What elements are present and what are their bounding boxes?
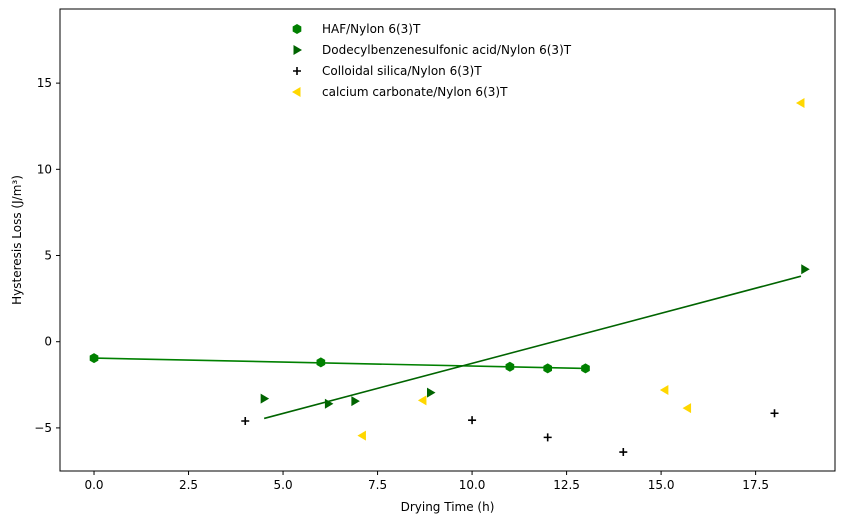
x-tick-label: 7.5 bbox=[368, 478, 387, 492]
data-point bbox=[357, 430, 366, 441]
data-points bbox=[89, 97, 810, 457]
x-tick-label: 12.5 bbox=[553, 478, 580, 492]
legend-item: calcium carbonate/Nylon 6(3)T bbox=[292, 85, 508, 99]
y-tick-label: 10 bbox=[37, 162, 52, 176]
data-point bbox=[801, 264, 810, 275]
data-point bbox=[316, 357, 326, 368]
legend: HAF/Nylon 6(3)T Dodecylbenzenesulfonic ac… bbox=[292, 22, 572, 99]
legend-label: HAF/Nylon 6(3)T bbox=[322, 22, 421, 36]
data-point bbox=[260, 393, 270, 404]
y-tick-label: 15 bbox=[37, 76, 52, 90]
legend-label: Colloidal silica/Nylon 6(3)T bbox=[322, 64, 482, 78]
data-point bbox=[324, 398, 334, 409]
y-tick-label: −5 bbox=[34, 421, 52, 435]
y-tick-label: 5 bbox=[44, 249, 52, 263]
data-point bbox=[351, 396, 360, 407]
data-point bbox=[682, 403, 692, 414]
x-tick-label: 2.5 bbox=[179, 478, 198, 492]
data-point bbox=[89, 353, 99, 364]
x-tick-label: 10.0 bbox=[459, 478, 486, 492]
legend-label: calcium carbonate/Nylon 6(3)T bbox=[322, 85, 508, 99]
plot-frame bbox=[59, 8, 836, 472]
data-point bbox=[795, 97, 805, 108]
y-axis-ticks: −5 0 5 10 15 bbox=[34, 76, 60, 435]
legend-marker bbox=[293, 67, 301, 75]
data-point bbox=[619, 448, 628, 457]
legend-item: HAF/Nylon 6(3)T bbox=[292, 22, 421, 36]
x-axis-ticks: 0.0 2.5 5.0 7.5 10.0 12.5 15.0 17.5 bbox=[84, 471, 769, 492]
data-point bbox=[417, 395, 427, 406]
data-point bbox=[581, 363, 590, 374]
legend-marker bbox=[292, 24, 302, 34]
data-point bbox=[426, 387, 436, 398]
legend-item: Colloidal silica/Nylon 6(3)T bbox=[293, 64, 482, 78]
legend-label: Dodecylbenzenesulfonic acid/Nylon 6(3)T bbox=[322, 43, 572, 57]
x-tick-label: 5.0 bbox=[274, 478, 293, 492]
y-axis-title: Hysteresis Loss (J/m³) bbox=[10, 175, 24, 305]
legend-marker bbox=[292, 87, 301, 97]
fit-line bbox=[263, 275, 802, 420]
legend-marker bbox=[293, 45, 302, 55]
data-point bbox=[468, 416, 477, 425]
data-point bbox=[543, 433, 552, 442]
x-axis-title: Drying Time (h) bbox=[401, 500, 495, 514]
fit-line bbox=[94, 357, 586, 370]
data-point bbox=[505, 361, 515, 372]
data-point bbox=[659, 384, 669, 395]
x-tick-label: 0.0 bbox=[84, 478, 103, 492]
data-point bbox=[543, 363, 553, 374]
data-point bbox=[770, 409, 779, 418]
x-tick-label: 15.0 bbox=[648, 478, 675, 492]
x-tick-label: 17.5 bbox=[742, 478, 769, 492]
fit-lines bbox=[94, 275, 802, 420]
data-point bbox=[241, 417, 250, 426]
legend-item: Dodecylbenzenesulfonic acid/Nylon 6(3)T bbox=[293, 43, 572, 57]
y-tick-label: 0 bbox=[44, 335, 52, 349]
